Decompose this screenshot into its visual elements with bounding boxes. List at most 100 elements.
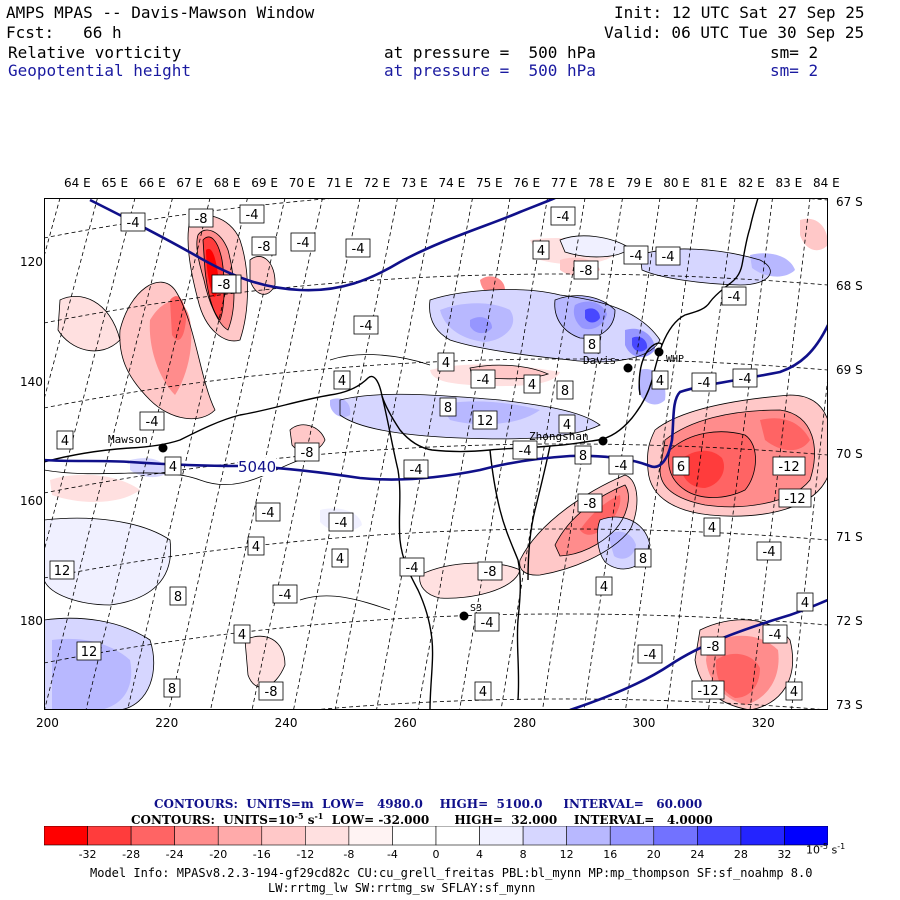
x-tick-label: 240 <box>274 716 298 730</box>
vorticity-contour-units-exp: -5 <box>294 811 304 821</box>
contour-value-box: -8 <box>577 493 603 513</box>
parallel-line <box>44 443 828 494</box>
color-bar-swatch <box>609 826 655 846</box>
station-markers <box>158 347 664 621</box>
contour-value-box: 4 <box>56 430 74 450</box>
contour-value-box: -4 <box>345 238 371 258</box>
color-bar-units-exp2: -1 <box>837 842 846 851</box>
svg-text:8: 8 <box>639 552 647 567</box>
contour-value-box: -8 <box>294 442 320 462</box>
contour-value-box: -4 <box>608 455 634 475</box>
field2-level: at pressure = 500 hPa <box>384 61 596 80</box>
contour-value-box: -8 <box>573 260 599 280</box>
contour-value-box: 4 <box>523 374 541 394</box>
svg-text:-4: -4 <box>763 545 776 560</box>
color-bar-swatch <box>392 826 437 846</box>
field1-level: at pressure = 500 hPa <box>384 43 596 62</box>
color-bar-swatch <box>522 826 567 846</box>
svg-text:4: 4 <box>563 418 571 433</box>
height-contour-info: CONTOURS: UNITS=m LOW= 4980.0 HIGH= 5100… <box>154 797 702 811</box>
color-bar-swatch <box>174 826 219 846</box>
svg-text:4: 4 <box>252 540 260 555</box>
contour-value-box: -4 <box>732 368 758 388</box>
contour-value-box: -4 <box>474 612 500 632</box>
svg-text:-4: -4 <box>739 372 752 387</box>
meridian-line <box>666 198 736 710</box>
field1-name: Relative vorticity <box>8 43 182 62</box>
x-tick-label: 200 <box>36 716 59 730</box>
svg-text:4: 4 <box>238 628 246 643</box>
svg-text:-4: -4 <box>615 459 628 474</box>
svg-text:-4: -4 <box>146 415 159 430</box>
vorticity-contour-info: CONTOURS: UNITS=10-5 s-1 LOW= -32.000 HI… <box>131 811 713 827</box>
x-tick-label: 280 <box>513 716 537 730</box>
height-contour-high: HIGH= 5100.0 <box>439 797 543 811</box>
longitude-label: 80 E <box>663 176 690 190</box>
contour-value-box: 8 <box>439 397 457 417</box>
contour-value-box: -8 <box>477 561 503 581</box>
contour-value-box: 4 <box>233 624 251 644</box>
svg-text:4: 4 <box>537 244 545 259</box>
contour-value-box: -12 <box>772 456 806 476</box>
color-bar-swatch <box>130 826 175 846</box>
contour-value-box: 8 <box>574 445 592 465</box>
y-tick-label: 180 <box>20 613 43 628</box>
svg-text:-8: -8 <box>301 446 314 461</box>
svg-text:-8: -8 <box>584 497 597 512</box>
contour-value-box: -4 <box>290 232 316 252</box>
longitude-label: 75 E <box>475 176 503 190</box>
contour-value-box: 4 <box>595 576 613 596</box>
svg-text:-8: -8 <box>707 640 720 655</box>
contour-value-box: -8 <box>211 274 237 294</box>
x-tick-label: 260 <box>393 716 417 730</box>
svg-text:-4: -4 <box>630 249 643 264</box>
color-bar-label: -20 <box>209 848 228 861</box>
svg-text:4: 4 <box>801 596 809 611</box>
svg-text:-4: -4 <box>481 616 494 631</box>
contour-value-box: 4 <box>532 240 550 260</box>
svg-text:4: 4 <box>790 685 798 700</box>
color-bar-label: -32 <box>78 848 97 861</box>
svg-text:4: 4 <box>656 374 664 389</box>
color-bar-units-s: s <box>827 843 838 857</box>
y-tick-label: 120 <box>20 255 43 269</box>
contour-value-box: 8 <box>583 334 601 354</box>
color-bar-label: -4 <box>386 848 398 861</box>
color-bar-swatch <box>44 826 88 846</box>
longitude-label: 79 E <box>625 176 653 190</box>
svg-text:-12: -12 <box>778 460 799 475</box>
contour-value-box: -4 <box>239 204 265 224</box>
meridian-line <box>210 198 323 710</box>
svg-text:-4: -4 <box>769 628 782 643</box>
color-bar <box>44 826 828 846</box>
svg-text:12: 12 <box>81 645 98 660</box>
color-bar-label: 12 <box>559 848 574 861</box>
latitude-label: 68 S <box>836 278 863 293</box>
contour-value-box: 4 <box>437 352 455 372</box>
contour-value-box: -4 <box>120 212 146 232</box>
longitude-label: 82 E <box>738 176 765 190</box>
color-bar-units: 10-5 s-1 <box>806 842 845 857</box>
svg-text:-12: -12 <box>697 684 718 699</box>
contour-value-box: -4 <box>139 411 165 431</box>
svg-text:-8: -8 <box>580 264 593 279</box>
color-bar-label: -8 <box>343 848 355 861</box>
svg-text:-8: -8 <box>484 565 497 580</box>
color-bar-label: 4 <box>476 848 484 861</box>
contour-value-box: 4 <box>796 592 814 612</box>
longitude-label: 76 E <box>513 176 541 190</box>
contour-value-box: 4 <box>164 456 182 476</box>
contour-value-box: -4 <box>691 372 717 392</box>
color-bar-label: 0 <box>432 848 440 861</box>
color-bar-swatch <box>261 826 306 846</box>
svg-text:-8: -8 <box>218 278 231 293</box>
contour-value-box: 6 <box>672 456 690 476</box>
svg-text:4: 4 <box>61 434 69 449</box>
parallel-line <box>44 358 828 409</box>
contour-value-box: -4 <box>721 286 747 306</box>
map-title: AMPS MPAS -- Davis-Mawson Window <box>6 3 315 22</box>
field2-name: Geopotential height <box>8 61 192 80</box>
svg-text:6: 6 <box>677 460 685 475</box>
svg-text:-4: -4 <box>662 250 675 265</box>
contour-value-box: -4 <box>550 206 576 226</box>
